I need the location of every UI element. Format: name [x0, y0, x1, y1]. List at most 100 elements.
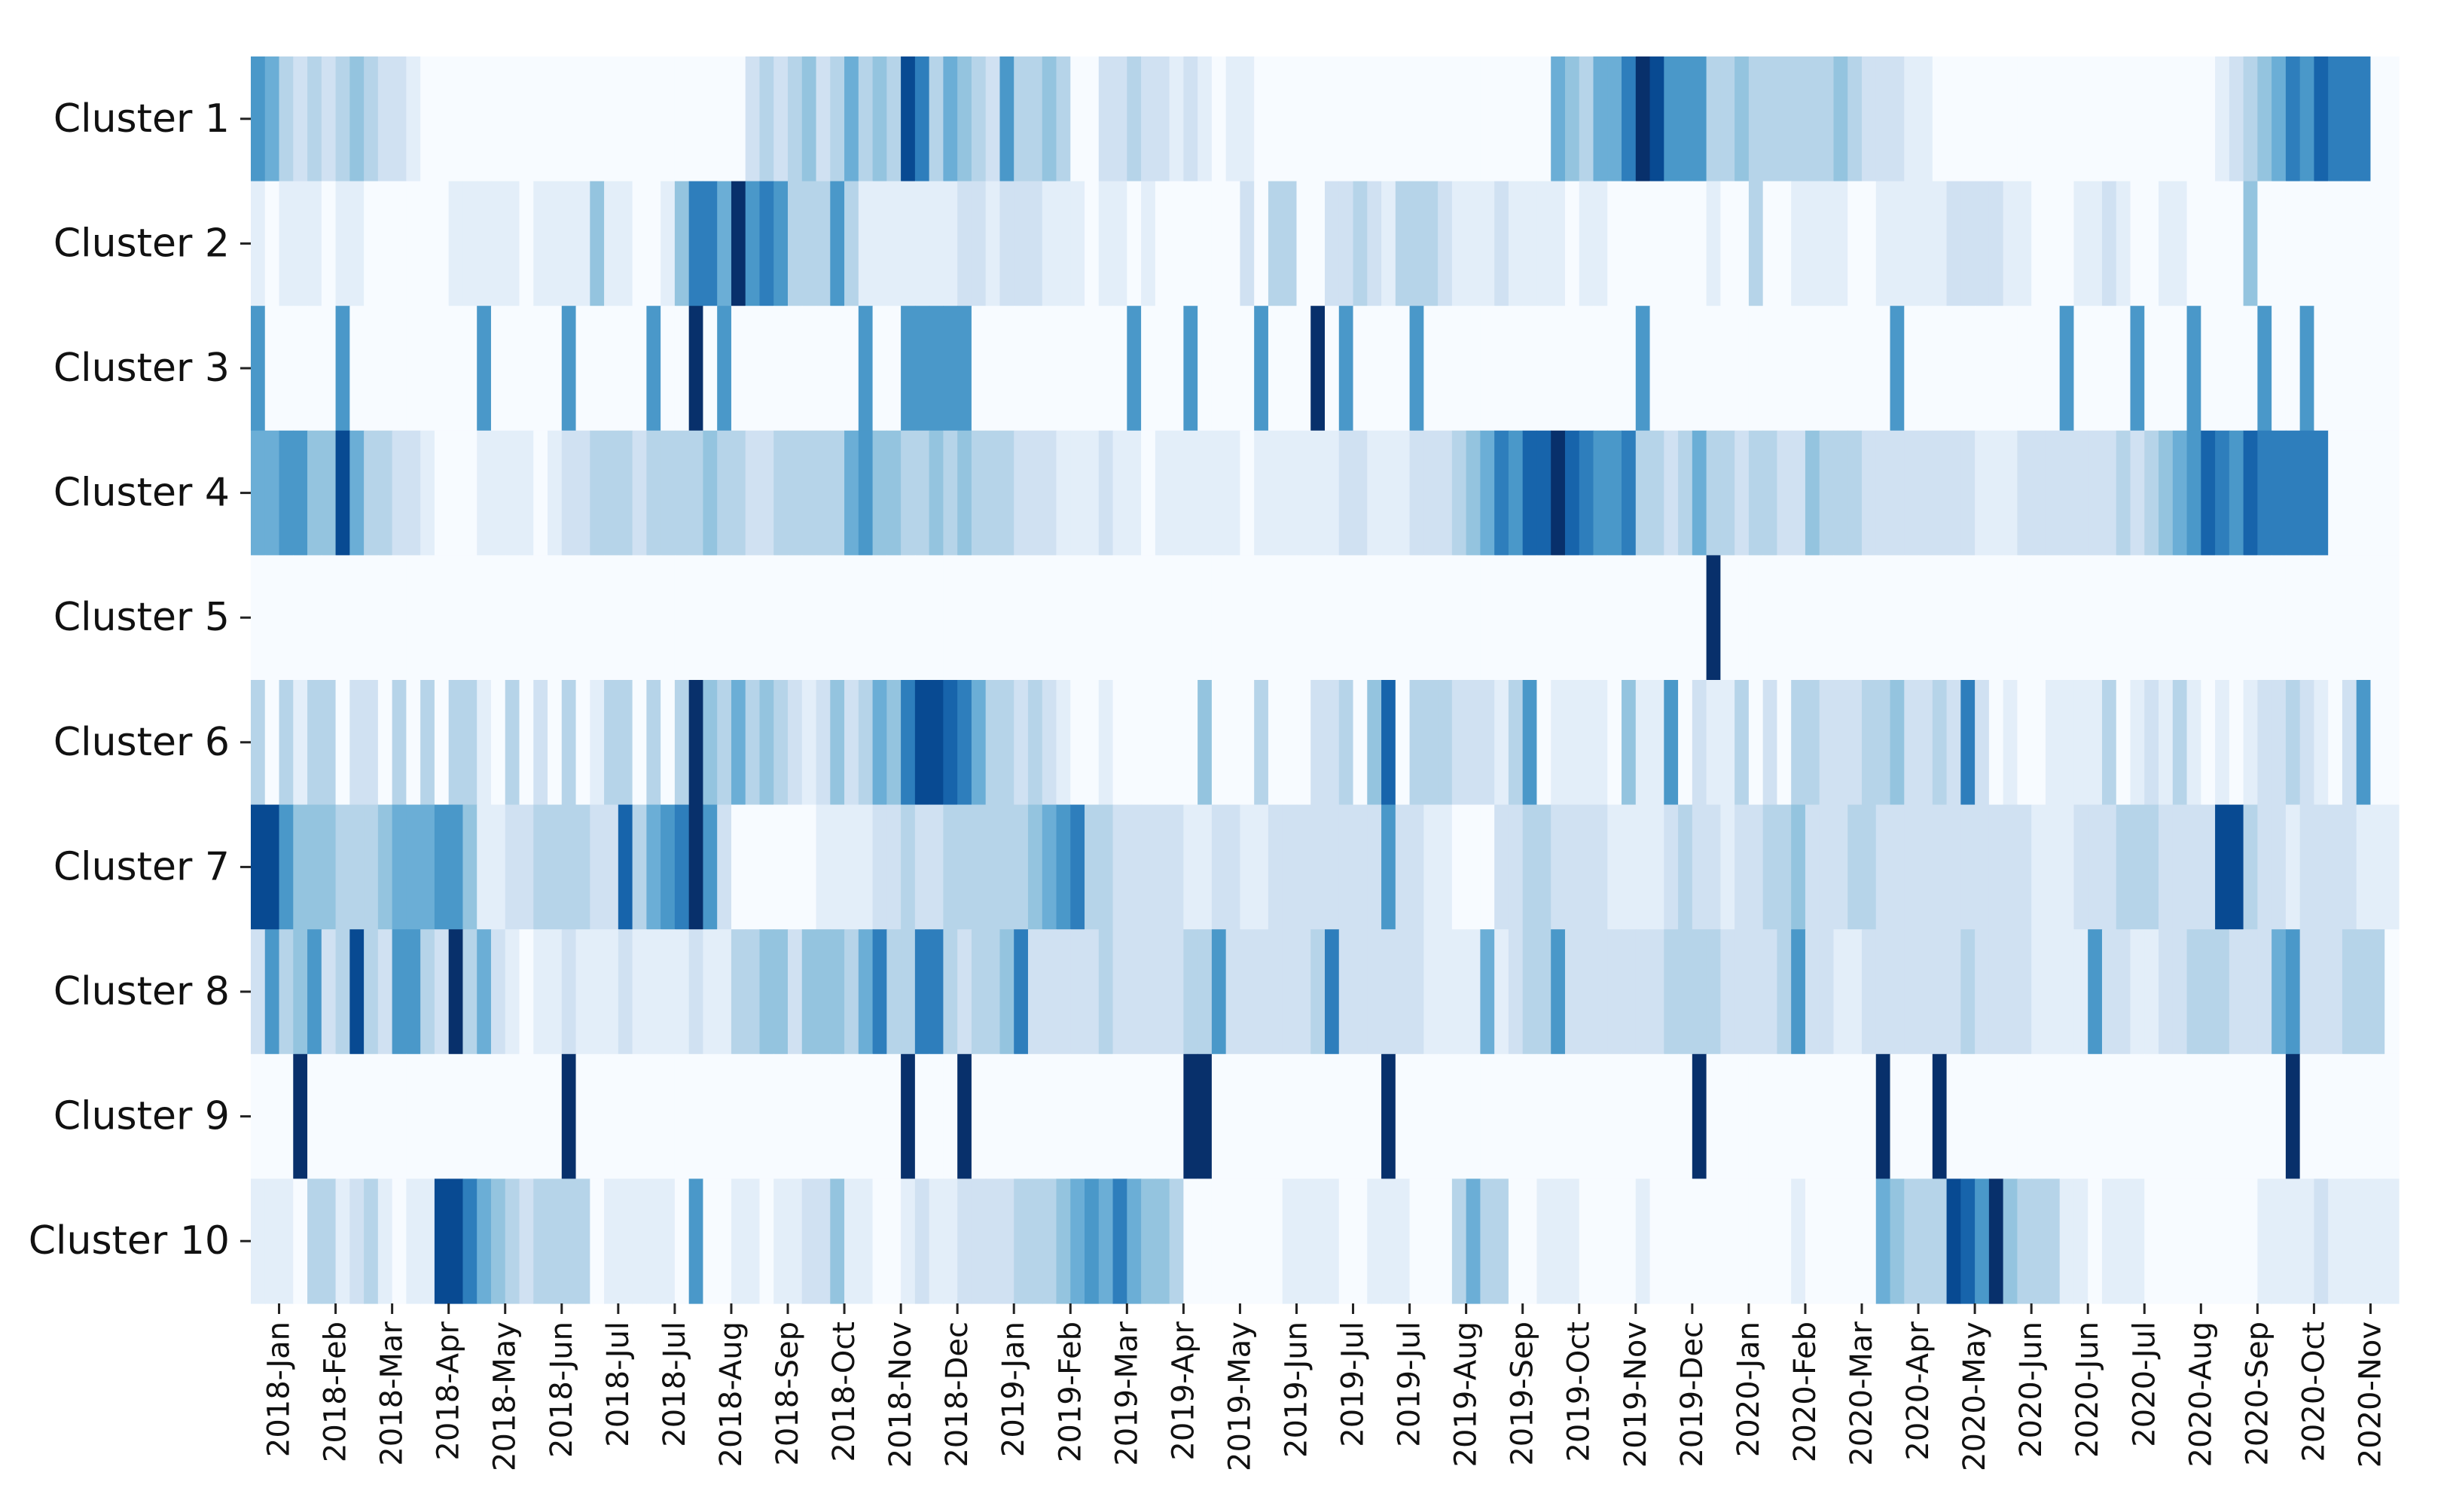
heatmap-cell: [1282, 1178, 1298, 1304]
heatmap-cell: [321, 680, 337, 806]
heatmap-cell: [377, 430, 393, 556]
heatmap-cell: [1395, 929, 1411, 1055]
heatmap-cell: [1748, 430, 1764, 556]
heatmap-cell: [264, 555, 280, 681]
heatmap-cell: [1890, 430, 1905, 556]
heatmap-cell: [1056, 1178, 1071, 1304]
heatmap-cell: [943, 555, 958, 681]
heatmap-cell: [1198, 804, 1213, 930]
heatmap-cell: [703, 1053, 718, 1179]
heatmap-cell: [2285, 555, 2301, 681]
heatmap-cell: [251, 306, 266, 431]
heatmap-cell: [251, 929, 266, 1055]
x-tick-label: 2018-Sep: [770, 1321, 805, 1466]
heatmap-cell: [1480, 181, 1495, 306]
heatmap-cell: [1564, 56, 1580, 182]
heatmap-cell: [1791, 929, 1806, 1055]
heatmap-cell: [1042, 430, 1057, 556]
heatmap-cell: [674, 306, 690, 431]
heatmap-cell: [901, 1053, 916, 1179]
heatmap-cell: [1960, 555, 1976, 681]
heatmap-cell: [632, 181, 647, 306]
heatmap-cell: [1098, 680, 1114, 806]
heatmap-cell: [2045, 306, 2061, 431]
heatmap-cell: [2272, 1053, 2287, 1179]
heatmap-cell: [462, 929, 477, 1055]
heatmap-cell: [1918, 804, 1933, 930]
heatmap-cell: [1975, 1053, 1990, 1179]
heatmap-cell: [1932, 56, 1948, 182]
heatmap-cell: [1508, 56, 1524, 182]
heatmap-cell: [1198, 680, 1213, 806]
heatmap-cell: [1678, 929, 1693, 1055]
heatmap-cell: [1014, 430, 1029, 556]
heatmap-cell: [1975, 804, 1990, 930]
heatmap-cell: [264, 430, 280, 556]
heatmap-cell: [1678, 56, 1693, 182]
heatmap-cell: [2130, 555, 2145, 681]
heatmap-cell: [1904, 56, 1919, 182]
heatmap-cell: [264, 181, 280, 306]
heatmap-cell: [392, 181, 407, 306]
heatmap-cell: [1381, 555, 1396, 681]
heatmap-cell: [1777, 306, 1792, 431]
heatmap-cell: [858, 56, 874, 182]
heatmap-cell: [1338, 929, 1354, 1055]
heatmap-cell: [1833, 306, 1848, 431]
x-tick-label: 2019-Jan: [996, 1321, 1031, 1457]
heatmap-cell: [1098, 56, 1114, 182]
heatmap-cell: [1127, 555, 1142, 681]
heatmap-cell: [1282, 804, 1298, 930]
heatmap-cell: [420, 306, 435, 431]
heatmap-cell: [575, 555, 590, 681]
heatmap-cell: [1381, 929, 1396, 1055]
heatmap-cell: [1890, 1178, 1905, 1304]
heatmap-cell: [1480, 1178, 1495, 1304]
heatmap-cell: [251, 680, 266, 806]
heatmap-cell: [731, 555, 746, 681]
heatmap-cell: [1141, 804, 1156, 930]
heatmap-cell: [1169, 929, 1184, 1055]
heatmap-cell: [661, 1178, 676, 1304]
heatmap-cell: [844, 929, 859, 1055]
heatmap-cell: [1198, 929, 1213, 1055]
heatmap-cell: [1296, 306, 1311, 431]
heatmap-cell: [1946, 1178, 1961, 1304]
heatmap-cell: [1268, 929, 1283, 1055]
heatmap-cell: [1494, 804, 1509, 930]
heatmap-cell: [406, 929, 421, 1055]
heatmap-cell: [1353, 804, 1368, 930]
heatmap-cell: [985, 929, 1001, 1055]
heatmap-cell: [519, 430, 534, 556]
heatmap-cell: [448, 181, 464, 306]
heatmap-cell: [448, 804, 464, 930]
heatmap-cell: [1975, 680, 1990, 806]
heatmap-cell: [1466, 56, 1481, 182]
heatmap-cell: [1027, 1053, 1043, 1179]
heatmap-cell: [1494, 181, 1509, 306]
heatmap-cell: [1508, 929, 1524, 1055]
heatmap-cell: [1819, 181, 1835, 306]
heatmap-cell: [1551, 181, 1566, 306]
heatmap-cell: [2285, 306, 2301, 431]
heatmap-cell: [1762, 555, 1778, 681]
x-tick-label: 2018-Jul: [658, 1321, 692, 1447]
heatmap-cell: [2017, 929, 2032, 1055]
heatmap-cell: [632, 1178, 647, 1304]
heatmap-cell: [2144, 181, 2159, 306]
heatmap-cell: [364, 555, 379, 681]
heatmap-cell: [1268, 804, 1283, 930]
heatmap-cell: [1946, 680, 1961, 806]
heatmap-cell: [434, 181, 450, 306]
heatmap-cell: [392, 1053, 407, 1179]
heatmap-cell: [2272, 680, 2287, 806]
heatmap-cell: [307, 181, 322, 306]
heatmap-cell: [688, 680, 704, 806]
heatmap-cell: [2130, 1053, 2145, 1179]
heatmap-cell: [688, 804, 704, 930]
x-tick-label: 2020-Apr: [1901, 1321, 1936, 1460]
heatmap-cell: [872, 181, 887, 306]
heatmap-cell: [1918, 680, 1933, 806]
heatmap-cell: [2186, 804, 2201, 930]
